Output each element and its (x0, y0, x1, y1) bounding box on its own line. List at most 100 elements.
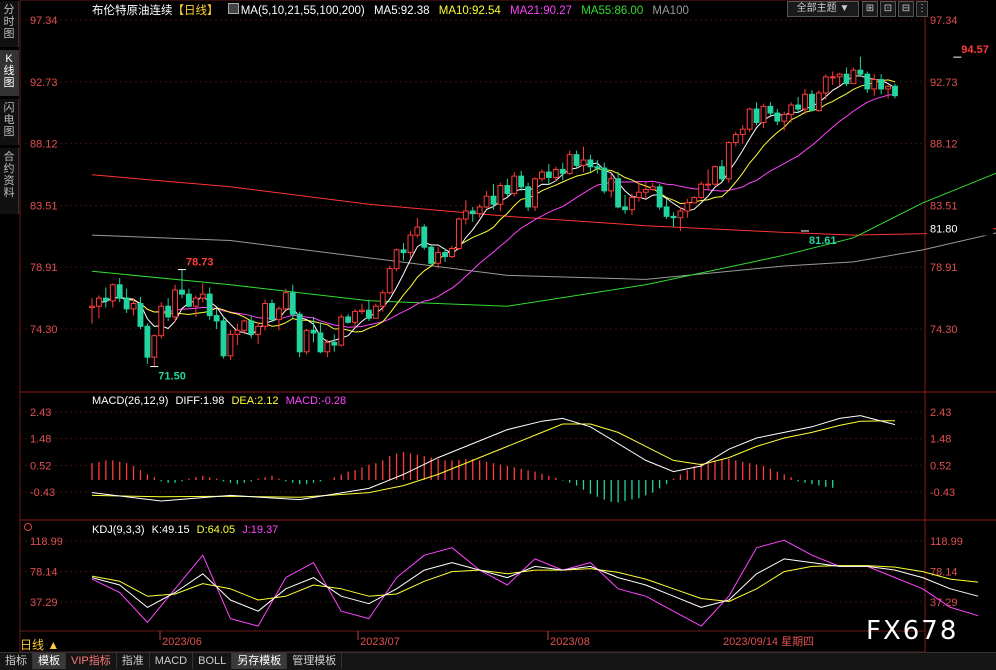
grid-view-icon[interactable]: ⊞ (862, 1, 878, 17)
candle-body (836, 73, 843, 78)
kdj-d: D:64.05 (196, 524, 236, 536)
candle-body (262, 303, 268, 327)
more-icon[interactable]: ⋮ (916, 1, 928, 17)
zoom-icon[interactable]: ⊡ (880, 1, 896, 17)
candle-body (407, 234, 414, 254)
kdj-j: J:19.37 (242, 524, 279, 536)
candle-body (435, 252, 442, 264)
candle-body (642, 189, 649, 193)
tab-indicator[interactable]: 指标 (0, 653, 33, 669)
macd-dea: DEA:2.12 (231, 395, 279, 407)
y-tick-left: 92.73 (30, 77, 58, 89)
candle-body (95, 297, 102, 307)
candle-body (497, 184, 504, 205)
candle-body (559, 168, 566, 174)
y-tick-left: 97.34 (30, 15, 58, 27)
tab-contract-info[interactable]: 合约资料 (0, 148, 19, 214)
candle-body (130, 303, 137, 310)
period-selector[interactable]: 日线 ▲ (20, 638, 60, 652)
candle-body (345, 316, 352, 323)
candle-body (829, 76, 836, 79)
candle-body (670, 215, 677, 219)
candle-body (158, 305, 165, 337)
tab-flash[interactable]: 闪电图 (0, 99, 19, 145)
candle-body (483, 195, 490, 208)
macd-tick-left: 0.52 (30, 460, 51, 472)
kdj-k-line (91, 558, 979, 612)
tab-kline[interactable]: K线图 (0, 50, 19, 96)
candle-body (213, 315, 220, 322)
theme-dropdown[interactable]: 全部主题 ▼ (787, 1, 859, 17)
settings-dot-icon[interactable] (24, 523, 32, 531)
candle-body (89, 305, 95, 309)
kdj-j-line (91, 539, 979, 627)
ma21-line (119, 94, 896, 328)
ma55-line (91, 172, 996, 307)
candle-body (857, 69, 864, 75)
chevron-down-icon: ▼ (839, 3, 850, 14)
candle-body (684, 202, 691, 212)
macd-label: MACD(26,12,9) (92, 395, 169, 407)
extreme-label: 71.50 (158, 371, 186, 383)
tab-boll[interactable]: BOLL (193, 653, 233, 669)
candle-body (615, 178, 622, 208)
y-tick-right: 97.34 (930, 15, 958, 27)
candle-body (760, 105, 767, 123)
y-tick-left: 88.12 (30, 139, 58, 151)
candle-body (850, 69, 857, 85)
candle-body (504, 184, 511, 195)
tab-vip-indicator[interactable]: VIP指标 (66, 653, 117, 669)
candle-body (352, 311, 358, 323)
extreme-label: 78.73 (186, 257, 214, 269)
candle-body (580, 159, 587, 166)
candle-body (843, 73, 850, 85)
crosshair-date: 2023/09/14 星期四 (723, 636, 815, 648)
theme-dropdown-label: 全部主题 (796, 3, 837, 14)
macd-diff: DIFF:1.98 (175, 395, 225, 407)
candle-body (677, 210, 684, 219)
instrument-title: 布伦特原油连续 (92, 5, 173, 17)
candle-body (539, 171, 545, 180)
candle-body (698, 183, 705, 199)
tab-standard[interactable]: 指准 (117, 653, 150, 669)
tab-macd[interactable]: MACD (150, 653, 194, 669)
candle-body (310, 329, 317, 334)
candle-body (525, 186, 532, 208)
candle-body (476, 206, 483, 215)
candle-body (573, 154, 580, 166)
tab-template[interactable]: 模板 (33, 653, 66, 669)
candle-body (303, 329, 310, 353)
kdj-tick-left: 118.99 (30, 536, 63, 548)
candle-body (172, 289, 178, 318)
kdj-k: K:49.15 (151, 524, 190, 536)
candle-body (802, 93, 808, 110)
kdj-tick-left: 78.14 (30, 567, 58, 579)
tab-timeshare[interactable]: 分时图 (0, 1, 19, 47)
tab-manage-template[interactable]: 管理模板 (287, 653, 343, 669)
candle-body (705, 183, 712, 186)
candle-body (400, 249, 407, 254)
candle-body (511, 175, 518, 195)
macd-tick-left: 2.43 (30, 407, 51, 419)
ma21-value: MA21:90.27 (509, 5, 572, 17)
candle-body (767, 105, 774, 114)
ma5-value: MA5:92.38 (373, 5, 430, 17)
candle-body (649, 186, 656, 191)
y-tick-left: 83.51 (30, 200, 58, 212)
ma-checkbox-icon[interactable] (227, 3, 239, 14)
candle-body (331, 341, 338, 346)
y-tick-right: 92.73 (930, 77, 958, 89)
candle-body (746, 108, 753, 130)
current-price-label: 81.80 (930, 223, 958, 235)
candle-body (220, 320, 227, 357)
candle-body (601, 167, 608, 192)
split-icon[interactable]: ⊟ (898, 1, 914, 17)
candle-body (635, 191, 642, 199)
candle-body (317, 332, 324, 353)
macd-tick-left: -0.43 (30, 487, 55, 499)
macd-tick-right: 0.52 (930, 460, 951, 472)
candle-body (179, 289, 185, 295)
candle-body (532, 178, 538, 208)
tab-save-template[interactable]: 另存模板 (232, 653, 288, 669)
